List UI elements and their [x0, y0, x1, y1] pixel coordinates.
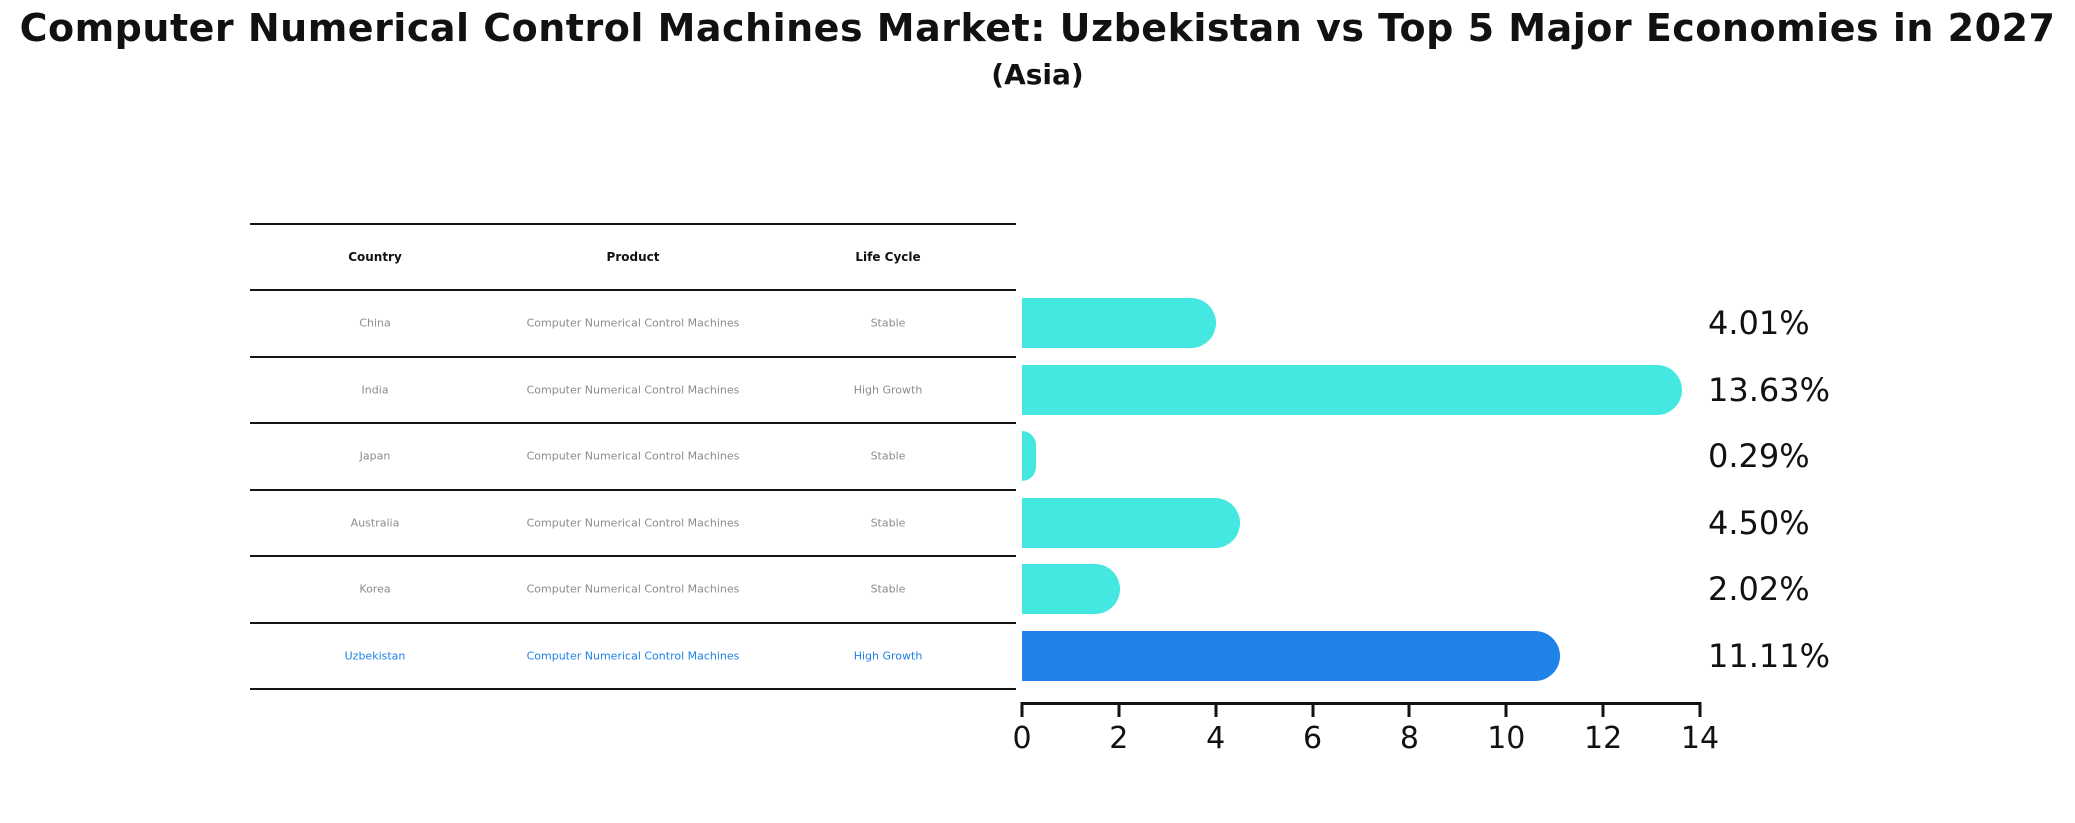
chart-subtitle: (Asia)	[991, 58, 1084, 91]
x-axis-tick	[1020, 702, 1024, 717]
x-tick-label: 2	[1109, 721, 1129, 756]
bar-india	[1022, 364, 1683, 415]
bar-australia	[1022, 497, 1240, 548]
value-label-china: 4.01%	[1708, 304, 1810, 342]
col-header-lifecycle: Life Cycle	[855, 250, 921, 264]
cell-country: Australia	[350, 516, 400, 529]
x-axis-tick	[1601, 702, 1605, 717]
x-tick-label: 10	[1487, 721, 1526, 756]
value-label-india: 13.63%	[1708, 370, 1831, 409]
table-rule	[250, 489, 1016, 491]
table-rule	[250, 422, 1016, 424]
col-header-product: Product	[606, 250, 660, 264]
cell-lifecycle: Stable	[870, 449, 906, 463]
bar-uzbekistan	[1022, 630, 1561, 681]
cell-product: Computer Numerical Control Machines	[526, 449, 740, 463]
cell-country: India	[361, 383, 389, 396]
cell-product: Computer Numerical Control Machines	[526, 383, 740, 396]
x-axis-tick	[1407, 702, 1411, 717]
x-axis-tick	[1311, 702, 1315, 717]
table-rule	[250, 555, 1016, 557]
cell-lifecycle: Stable	[870, 316, 906, 330]
x-tick-label: 4	[1206, 721, 1226, 756]
bar-korea	[1022, 564, 1120, 614]
table-rule	[250, 289, 1016, 291]
cell-lifecycle: Stable	[870, 516, 906, 529]
value-label-uzbekistan: 11.11%	[1708, 636, 1831, 675]
x-axis-tick	[1698, 702, 1702, 717]
col-header-country: Country	[348, 250, 402, 264]
cell-country: Korea	[359, 582, 391, 596]
bar-japan	[1022, 431, 1037, 481]
x-axis-tick	[1214, 702, 1218, 717]
cell-lifecycle: Stable	[870, 582, 906, 596]
table-rule	[250, 688, 1016, 690]
x-tick-label: 0	[1012, 721, 1032, 756]
table-rule	[250, 622, 1016, 624]
x-axis-tick	[1504, 702, 1508, 717]
x-tick-label: 14	[1680, 721, 1720, 756]
x-axis-tick	[1117, 702, 1121, 717]
value-label-korea: 2.02%	[1708, 570, 1810, 608]
x-tick-label: 6	[1303, 721, 1323, 756]
x-axis-line	[1022, 702, 1700, 705]
chart-title: Computer Numerical Control Machines Mark…	[19, 6, 2056, 50]
cell-product: Computer Numerical Control Machines	[526, 516, 740, 529]
cell-product: Computer Numerical Control Machines	[526, 316, 740, 330]
cell-lifecycle: High Growth	[853, 383, 923, 396]
cell-product: Computer Numerical Control Machines	[526, 582, 740, 596]
table-rule	[250, 356, 1016, 358]
x-tick-label: 8	[1399, 721, 1419, 756]
table-rule	[250, 223, 1016, 225]
cell-country: Japan	[359, 449, 391, 463]
value-label-australia: 4.50%	[1708, 503, 1810, 542]
bar-china	[1022, 298, 1217, 348]
cell-lifecycle: High Growth	[853, 649, 923, 662]
cell-country: China	[359, 316, 391, 330]
value-label-japan: 0.29%	[1708, 437, 1810, 475]
cell-product: Computer Numerical Control Machines	[526, 649, 740, 662]
cell-country: Uzbekistan	[344, 649, 406, 662]
x-tick-label: 12	[1584, 721, 1623, 756]
